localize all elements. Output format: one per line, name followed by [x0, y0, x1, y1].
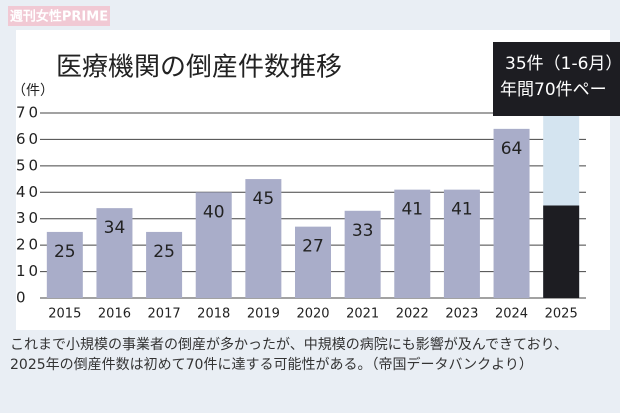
y-tick-label: 40 [16, 183, 41, 201]
x-tick-label: 2016 [98, 307, 131, 322]
bar [493, 128, 530, 298]
value-label: 33 [352, 221, 374, 241]
y-tick-label: 0 [16, 289, 29, 307]
callout-label: 35件（1-6月） [505, 54, 620, 74]
x-tick-label: 2019 [247, 307, 280, 322]
x-tick-label: 2018 [197, 307, 230, 322]
value-label: 25 [153, 242, 175, 262]
bar [245, 179, 282, 298]
x-tick-label: 2022 [396, 307, 429, 322]
y-tick-label: 60 [16, 130, 41, 148]
bar [443, 189, 480, 298]
y-tick-label: 50 [16, 156, 41, 174]
value-label: 40 [203, 202, 225, 222]
chart-title: 医療機関の倒産件数推移 [56, 53, 342, 83]
y-tick-label: 70 [16, 104, 41, 122]
y-tick-label: 30 [16, 209, 41, 227]
x-tick-label: 2023 [445, 307, 478, 322]
y-tick-label: 10 [16, 262, 41, 280]
x-tick-label: 2024 [495, 307, 528, 322]
value-label: 41 [401, 200, 423, 220]
value-label: 25 [54, 242, 76, 262]
x-tick-label: 2021 [346, 307, 379, 322]
caption: 2025年の倒産件数は初めて70件に達する可能性がある。（帝国データバンクより） [10, 356, 533, 373]
bar [295, 226, 331, 298]
watermark: 週刊女性PRIME [10, 9, 108, 25]
bar [96, 208, 133, 298]
callout-label: 年間70件ペー [500, 80, 607, 100]
callout-box [493, 42, 620, 116]
value-label: 34 [104, 218, 126, 238]
bar [146, 231, 183, 298]
x-tick-label: 2020 [296, 307, 329, 322]
bar [543, 205, 580, 298]
caption: これまで小規模の事業者の倒産が多かったが、中規模の病院にも影響が及んできており、 [10, 336, 568, 353]
bar [344, 210, 381, 298]
y-unit: （件） [12, 83, 54, 99]
value-label: 45 [253, 189, 275, 209]
value-label: 64 [501, 139, 523, 159]
x-tick-label: 2017 [148, 307, 181, 322]
x-tick-label: 2015 [48, 307, 81, 322]
x-tick-label: 2025 [545, 307, 578, 322]
bar [394, 189, 431, 298]
value-label: 27 [302, 237, 324, 257]
bar [195, 192, 232, 298]
y-tick-label: 20 [16, 236, 41, 254]
bar [46, 231, 83, 298]
watermark-box [8, 6, 110, 26]
value-label: 41 [451, 200, 473, 220]
